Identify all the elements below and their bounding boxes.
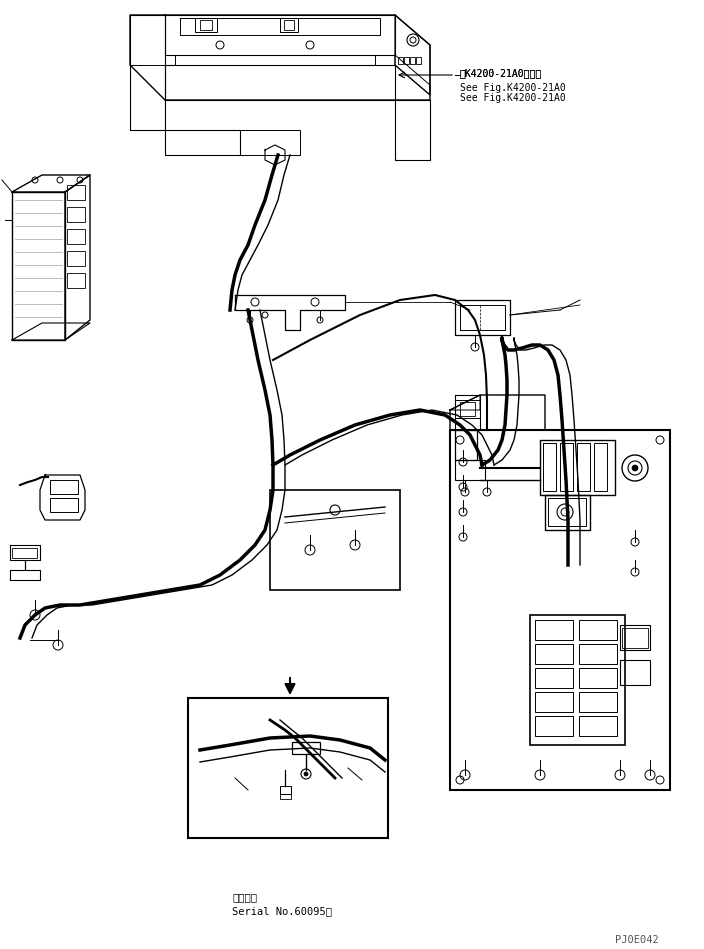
- Bar: [545, 495, 590, 530]
- Bar: [620, 625, 650, 650]
- Bar: [622, 628, 648, 648]
- Bar: [455, 400, 480, 418]
- Bar: [280, 786, 291, 794]
- Bar: [67, 251, 85, 266]
- Bar: [535, 668, 573, 688]
- Bar: [548, 498, 586, 526]
- Bar: [579, 668, 617, 688]
- Bar: [579, 644, 617, 664]
- Bar: [460, 402, 475, 416]
- Bar: [292, 742, 320, 754]
- Bar: [270, 490, 400, 590]
- Text: 第K4200-21A0図参照: 第K4200-21A0図参照: [460, 68, 542, 78]
- Circle shape: [632, 465, 638, 471]
- Bar: [579, 620, 617, 640]
- Bar: [12, 548, 37, 558]
- Bar: [540, 440, 615, 495]
- Bar: [50, 480, 78, 494]
- Bar: [416, 57, 421, 64]
- Text: 第K4200-21A0図参照: 第K4200-21A0図参照: [460, 68, 542, 78]
- Bar: [455, 460, 485, 480]
- Circle shape: [304, 772, 308, 776]
- Bar: [530, 615, 625, 745]
- Bar: [620, 660, 650, 685]
- Text: Serial No.60095～: Serial No.60095～: [232, 906, 332, 916]
- Bar: [280, 18, 298, 32]
- Bar: [579, 716, 617, 736]
- Bar: [67, 185, 85, 200]
- Bar: [535, 620, 573, 640]
- Bar: [535, 692, 573, 712]
- Bar: [284, 20, 294, 30]
- Bar: [404, 57, 409, 64]
- Bar: [188, 698, 388, 838]
- Text: 適用号機: 適用号機: [232, 892, 257, 902]
- Bar: [455, 430, 477, 460]
- Bar: [410, 57, 415, 64]
- Bar: [398, 57, 403, 64]
- Bar: [450, 430, 670, 790]
- Bar: [594, 443, 607, 491]
- Bar: [280, 794, 291, 799]
- Bar: [543, 443, 556, 491]
- Bar: [195, 18, 217, 32]
- Bar: [67, 273, 85, 288]
- Text: PJ0E042: PJ0E042: [615, 935, 659, 945]
- Bar: [535, 644, 573, 664]
- Bar: [200, 20, 212, 30]
- Bar: [577, 443, 590, 491]
- Bar: [560, 443, 573, 491]
- Bar: [535, 716, 573, 736]
- Bar: [67, 229, 85, 244]
- Bar: [67, 207, 85, 222]
- Text: See Fig.K4200-21A0: See Fig.K4200-21A0: [460, 93, 566, 103]
- Bar: [579, 692, 617, 712]
- Text: See Fig.K4200-21A0: See Fig.K4200-21A0: [460, 83, 566, 93]
- Bar: [50, 498, 78, 512]
